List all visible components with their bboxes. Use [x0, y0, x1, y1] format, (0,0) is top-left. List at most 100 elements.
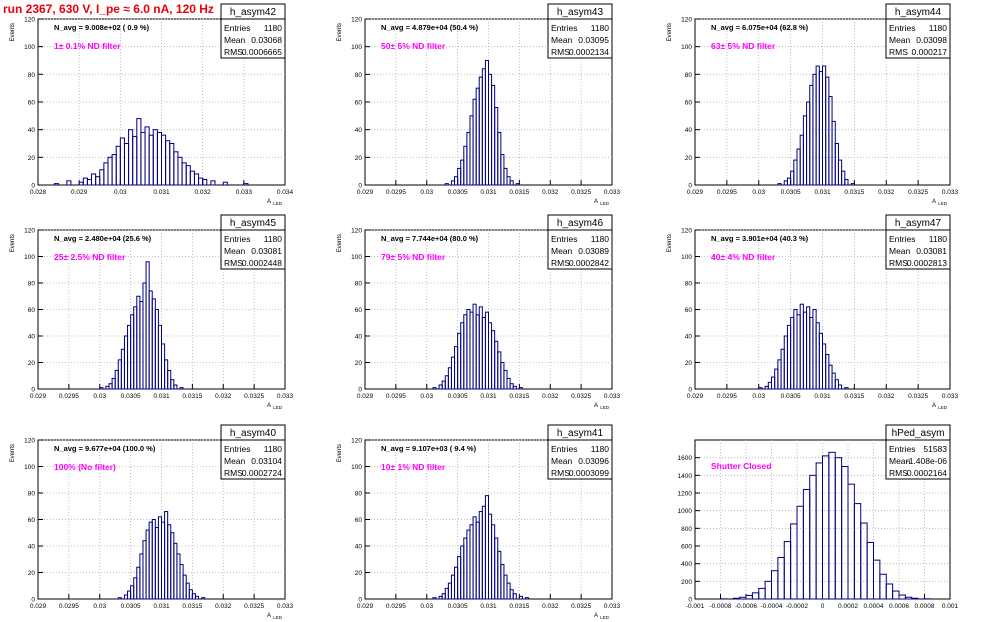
stats-value: 0.03095	[578, 35, 609, 45]
y-tick-label: 100	[351, 254, 362, 261]
histogram-name: h_asym42	[230, 7, 277, 18]
stats-box	[220, 3, 286, 59]
stats-box	[885, 3, 951, 59]
histogram-bin	[518, 387, 523, 390]
x-tick-label: 0.033	[236, 189, 253, 196]
y-tick-label: 400	[681, 561, 692, 568]
histogram-bin	[844, 387, 849, 390]
filter-label: Shutter Closed	[711, 461, 771, 471]
x-tick-label: 0.03	[752, 393, 765, 400]
stats-value: 1180	[929, 234, 948, 244]
histogram-bin	[525, 597, 530, 600]
histogram-pad-h_asym42: 0.028 0.029 0.03 0.031 0.032 0.033 0.034 0 20 40 6…	[10, 3, 294, 206]
y-tick-label: 20	[355, 360, 363, 367]
stats-label: Mean	[224, 246, 246, 256]
x-tick-label: 0.029	[687, 189, 704, 196]
y-tick-label: 80	[355, 72, 363, 79]
y-tick-label: 0	[31, 183, 35, 190]
stats-label: Entries	[551, 23, 577, 33]
x-tick-label: 0.0002	[838, 603, 858, 610]
x-tick-label: -0.0002	[786, 603, 808, 610]
x-tick-label: 0.032	[215, 603, 232, 610]
y-tick-label: 1600	[678, 455, 693, 462]
x-tick-label: 0.0305	[448, 603, 468, 610]
x-tick-label: 0.0325	[908, 393, 928, 400]
histogram-bin	[432, 597, 437, 600]
x-tick-label: 0.0325	[571, 603, 591, 610]
stats-label: RMS	[551, 258, 570, 268]
histogram-bin	[834, 379, 839, 390]
stats-value: 0.0002448	[242, 258, 282, 268]
y-tick-label: 20	[355, 155, 363, 162]
y-axis-title: Events	[667, 234, 673, 252]
x-tick-label: 0.029	[30, 393, 47, 400]
x-tick-label: 0.03	[752, 189, 765, 196]
navg-label: N_avg = 2.480e+04 (25.6 %)	[54, 234, 152, 243]
x-tick-label: 0.0295	[717, 189, 737, 196]
histogram-bin	[170, 379, 175, 390]
x-axis-title: A	[267, 199, 271, 205]
y-axis-title: Events	[337, 23, 343, 41]
x-axis-title: A	[594, 403, 598, 409]
stats-label: Mean	[551, 246, 573, 256]
x-axis-title: A	[594, 613, 598, 619]
x-tick-label: 0.0295	[386, 189, 406, 196]
y-tick-label: 20	[28, 570, 36, 577]
y-tick-label: 40	[28, 544, 36, 551]
y-tick-label: 0	[358, 597, 362, 604]
histogram-bin	[512, 385, 517, 390]
stats-label: Mean	[224, 456, 246, 466]
histogram-pad-h_asym46: 0.029 0.0295 0.03 0.0305 0.031 0.0315 0.032 0.0…	[337, 214, 621, 410]
stats-label: RMS	[889, 468, 908, 478]
y-tick-label: 120	[24, 17, 35, 24]
y-tick-label: 40	[685, 127, 693, 134]
y-tick-label: 120	[24, 228, 35, 235]
stats-value: -1.408e-06	[906, 456, 947, 466]
x-tick-label: 0.032	[542, 393, 559, 400]
histogram-bin	[194, 595, 200, 600]
x-tick-label: 0.03	[420, 393, 433, 400]
stats-box	[547, 3, 613, 59]
x-tick-label: 0.031	[480, 603, 497, 610]
x-tick-label: 0.031	[153, 189, 170, 196]
y-tick-label: 60	[28, 307, 36, 314]
y-tick-label: 200	[681, 579, 692, 586]
histogram-bin	[99, 387, 104, 390]
y-axis-title: Events	[337, 444, 343, 462]
x-tick-label: 0.031	[814, 189, 831, 196]
x-tick-label: -0.0006	[735, 603, 757, 610]
histogram-name: h_asym45	[230, 218, 277, 229]
histogram-bin	[222, 181, 228, 186]
x-tick-label: 0.033	[277, 393, 294, 400]
filter-label: 10± 1% ND filter	[381, 462, 446, 472]
x-tick-label: 0.001	[942, 603, 959, 610]
x-tick-label: 0.0325	[908, 189, 928, 196]
x-tick-label: 0.033	[277, 603, 294, 610]
x-tick-label: 0.0315	[182, 603, 202, 610]
histogram-bin	[243, 183, 249, 186]
histogram-bin	[732, 597, 741, 600]
histogram-bin	[173, 384, 178, 390]
filter-label: 63± 5% ND filter	[711, 41, 776, 51]
stats-label: Entries	[551, 234, 577, 244]
y-tick-label: 100	[351, 44, 362, 51]
stats-label: RMS	[551, 47, 570, 57]
y-tick-label: 20	[685, 360, 693, 367]
stats-value: 1180	[591, 444, 610, 454]
x-tick-label: -0.001	[686, 603, 705, 610]
x-tick-label: -0.0008	[709, 603, 731, 610]
y-tick-label: 0	[358, 387, 362, 394]
x-tick-label: 0.0295	[59, 393, 79, 400]
navg-label: N_avg = 9.677e+04 (100.0 %)	[54, 444, 156, 453]
navg-label: N_avg = 4.879e+04 (50.4 %)	[381, 23, 479, 32]
x-axis-title: A	[594, 199, 598, 205]
stats-label: Entries	[224, 234, 250, 244]
x-tick-label: 0.033	[942, 393, 959, 400]
stats-label: Entries	[224, 23, 250, 33]
x-tick-label: 0.032	[542, 189, 559, 196]
y-tick-label: 40	[355, 127, 363, 134]
y-tick-label: 0	[31, 387, 35, 394]
histogram-name: h_asym40	[230, 428, 277, 439]
x-tick-label: 0.03	[93, 393, 106, 400]
